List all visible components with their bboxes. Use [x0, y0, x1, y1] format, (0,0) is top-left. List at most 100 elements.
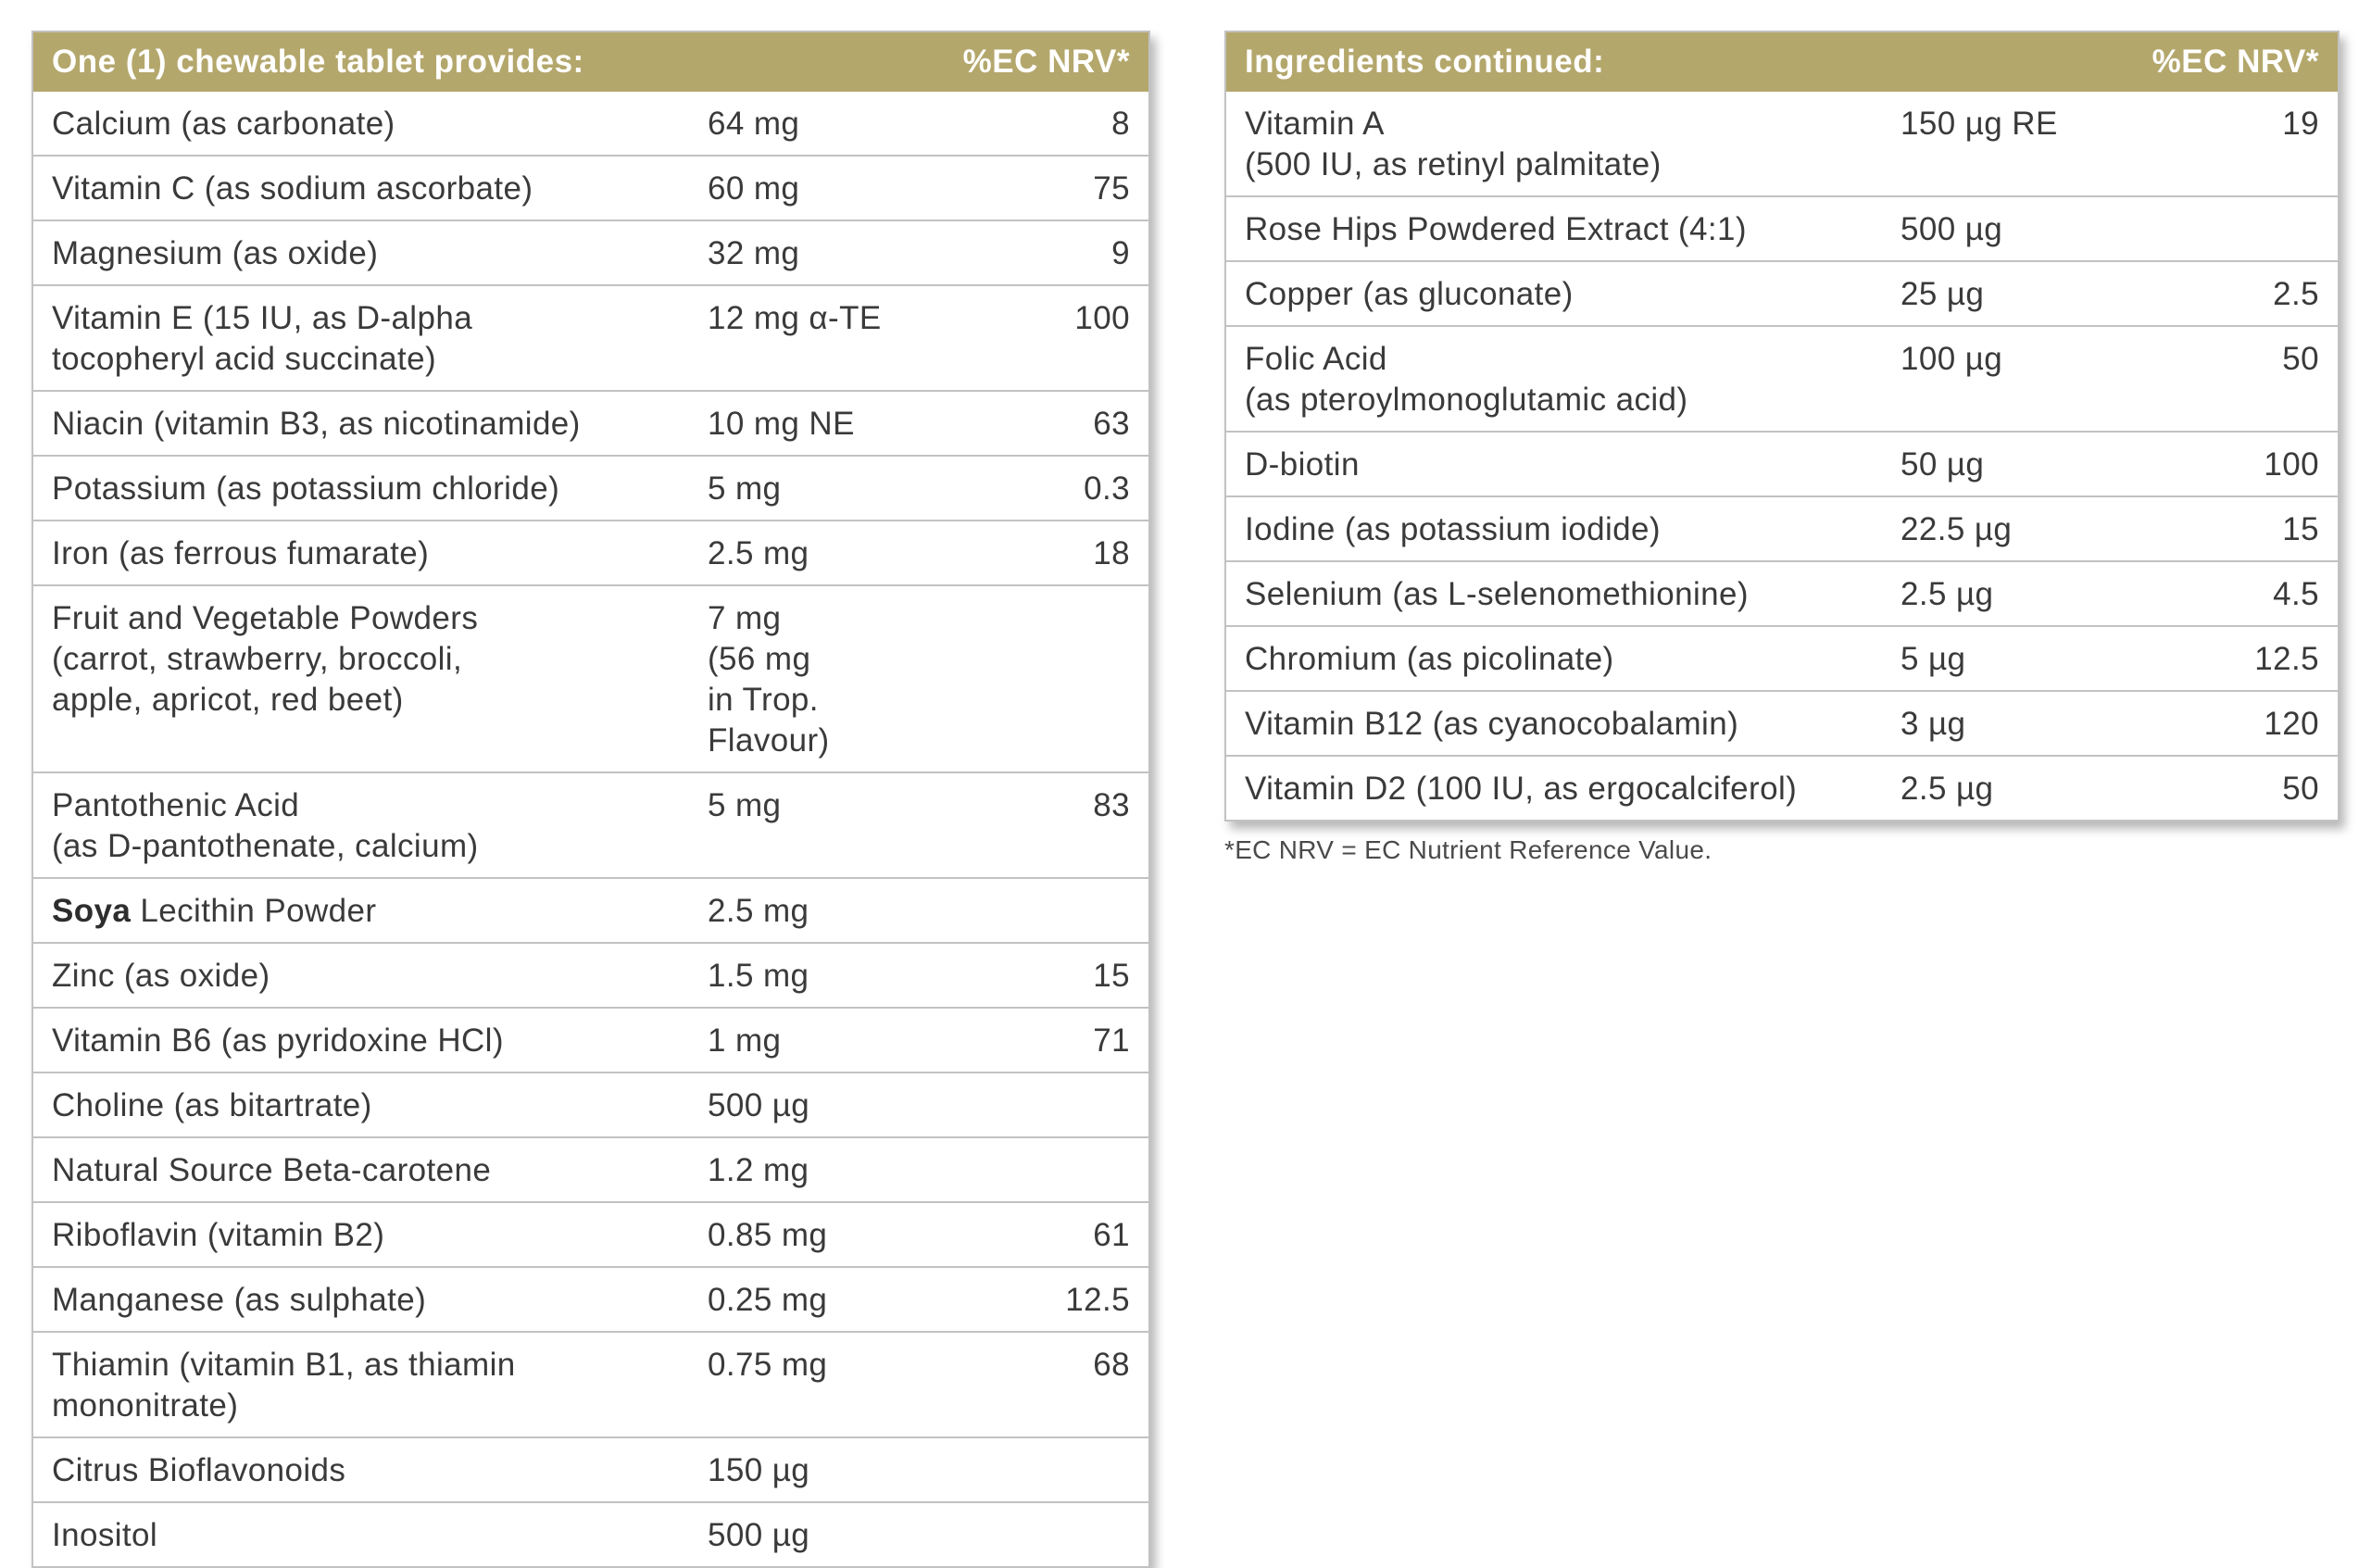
ingredient-name: Rose Hips Powdered Extract (4:1) [1245, 211, 1747, 247]
ingredient-nrv: 0.3 [1084, 470, 1130, 507]
table-row: Vitamin C (as sodium ascorbate) 60 mg 75 [33, 155, 1148, 220]
ingredient-amount: 500 µg [1901, 211, 2003, 247]
ingredient-name: Natural Source Beta-carotene [52, 1152, 492, 1188]
ingredient-amount: 10 mg NE [708, 406, 855, 442]
table-row: Copper (as gluconate) 25 µg 2.5 [1226, 260, 2338, 325]
ingredient-nrv: 61 [1093, 1217, 1130, 1253]
ingredient-amount: 22.5 µg [1901, 511, 2013, 547]
table-row: Potassium (as potassium chloride) 5 mg 0.3 [33, 455, 1148, 520]
table-row: Inositol 500 µg [33, 1501, 1148, 1566]
ingredient-amount: 25 µg [1901, 276, 1985, 312]
ingredient-name: Iron (as ferrous fumarate) [52, 535, 430, 571]
ingredient-nrv: 50 [2282, 341, 2319, 377]
ingredient-name: Citrus Bioflavonoids [52, 1452, 346, 1488]
ingredient-name: Copper (as gluconate) [1245, 276, 1574, 312]
footnote: *EC NRV = EC Nutrient Reference Value. [1224, 835, 1712, 864]
table-row: Folic Acid (as pteroylmonoglutamic acid)… [1226, 325, 2338, 431]
ingredient-nrv: 100 [1074, 300, 1130, 336]
table-row: Iron (as ferrous fumarate) 2.5 mg 18 [33, 520, 1148, 584]
ingredient-nrv: 75 [1093, 170, 1130, 207]
ingredient-amount: 32 mg [708, 235, 800, 271]
ingredient-amount: 1.2 mg [708, 1152, 809, 1188]
ingredient-nrv: 120 [2264, 706, 2319, 742]
table-row: Fruit and Vegetable Powders (carrot, str… [33, 584, 1148, 771]
table-row: D-biotin 50 µg 100 [1226, 431, 2338, 495]
ingredient-amount: 500 µg [708, 1087, 810, 1123]
table-row: Riboflavin (vitamin B2) 0.85 mg 61 [33, 1201, 1148, 1266]
nutrition-table-left: One (1) chewable tablet provides: %EC NR… [31, 31, 1150, 1568]
ingredient-name-bold: Soya [52, 893, 132, 929]
table-body: Calcium (as carbonate) 64 mg 8 Vitamin C (a… [33, 92, 1148, 1566]
table-row: Natural Source Beta-carotene 1.2 mg [33, 1136, 1148, 1201]
ingredient-name: Chromium (as picolinate) [1245, 641, 1614, 677]
nutrition-table-right: Ingredients continued: %EC NRV* Vitamin … [1224, 31, 2340, 822]
table-body: Vitamin A (500 IU, as retinyl palmitate)… [1226, 92, 2338, 820]
ingredient-amount: 60 mg [708, 170, 800, 207]
ingredient-name: D-biotin [1245, 446, 1360, 483]
ingredient-name: Choline (as bitartrate) [52, 1087, 372, 1123]
table-row: Magnesium (as oxide) 32 mg 9 [33, 220, 1148, 284]
table-header-title: Ingredients continued: [1245, 44, 1605, 80]
ingredient-nrv: 12.5 [1065, 1282, 1130, 1318]
ingredient-name: Potassium (as potassium chloride) [52, 470, 560, 507]
ingredient-name: Vitamin B6 (as pyridoxine HCl) [52, 1022, 504, 1059]
ingredient-name: Vitamin E (15 IU, as D-alpha tocopheryl … [52, 300, 473, 377]
ingredient-nrv: 12.5 [2254, 641, 2319, 677]
table-row: Selenium (as L-selenomethionine) 2.5 µg 4.… [1226, 560, 2338, 625]
table-header: Ingredients continued: %EC NRV* [1226, 32, 2338, 92]
ingredient-name: Vitamin B12 (as cyanocobalamin) [1245, 706, 1739, 742]
ingredient-amount: 5 mg [708, 470, 782, 507]
ingredient-name: Riboflavin (vitamin B2) [52, 1217, 385, 1253]
ingredient-amount: 1.5 mg [708, 958, 809, 994]
ingredient-name: Magnesium (as oxide) [52, 235, 379, 271]
ingredient-name: Inositol [52, 1517, 158, 1553]
ingredient-amount: 2.5 µg [1901, 576, 1994, 612]
ingredient-name: Pantothenic Acid (as D-pantothenate, cal… [52, 787, 479, 864]
table-row: Vitamin A (500 IU, as retinyl palmitate)… [1226, 92, 2338, 195]
ingredient-nrv: 50 [2282, 771, 2319, 807]
ingredient-nrv: 18 [1093, 535, 1130, 571]
ingredient-name: Vitamin A (500 IU, as retinyl palmitate) [1245, 106, 1662, 182]
table-row: Vitamin B12 (as cyanocobalamin) 3 µg 120 [1226, 690, 2338, 755]
ingredient-amount: 150 µg [708, 1452, 810, 1488]
ingredient-amount: 150 µg RE [1901, 106, 2058, 142]
table-header: One (1) chewable tablet provides: %EC NR… [33, 32, 1148, 92]
table-row: Manganese (as sulphate) 0.25 mg 12.5 [33, 1266, 1148, 1331]
table-header-nrv: %EC NRV* [2151, 44, 2319, 80]
ingredient-amount: 0.85 mg [708, 1217, 828, 1253]
ingredient-name: Soya Lecithin Powder [52, 891, 708, 932]
ingredient-nrv: 4.5 [2273, 576, 2319, 612]
table-row: Rose Hips Powdered Extract (4:1) 500 µg [1226, 195, 2338, 260]
ingredient-nrv: 71 [1093, 1022, 1130, 1059]
ingredient-amount: 64 mg [708, 106, 800, 142]
table-row: Choline (as bitartrate) 500 µg [33, 1072, 1148, 1136]
ingredient-nrv: 9 [1111, 235, 1130, 271]
table-row: Zinc (as oxide) 1.5 mg 15 [33, 942, 1148, 1007]
ingredient-nrv: 63 [1093, 406, 1130, 442]
ingredient-name: Calcium (as carbonate) [52, 106, 395, 142]
ingredient-amount: 50 µg [1901, 446, 1985, 483]
table-row: Vitamin B6 (as pyridoxine HCl) 1 mg 71 [33, 1007, 1148, 1072]
ingredient-name-rest: Lecithin Powder [131, 893, 377, 929]
table-header-nrv: %EC NRV* [962, 44, 1130, 80]
ingredient-name: Iodine (as potassium iodide) [1245, 511, 1661, 547]
ingredient-name: Selenium (as L-selenomethionine) [1245, 576, 1749, 612]
table-header-title: One (1) chewable tablet provides: [52, 44, 584, 80]
ingredient-amount: 500 µg [708, 1517, 810, 1553]
ingredient-amount: 2.5 µg [1901, 771, 1994, 807]
ingredient-amount: 12 mg α-TE [708, 300, 882, 336]
ingredient-nrv: 68 [1093, 1347, 1130, 1383]
table-row: Soya Lecithin Powder 2.5 mg [33, 877, 1148, 942]
table-row: Iodine (as potassium iodide) 22.5 µg 15 [1226, 495, 2338, 560]
ingredient-amount: 5 µg [1901, 641, 1966, 677]
ingredient-amount: 1 mg [708, 1022, 782, 1059]
ingredient-amount: 0.75 mg [708, 1347, 828, 1383]
table-row: Pantothenic Acid (as D-pantothenate, cal… [33, 771, 1148, 877]
ingredient-amount: 2.5 mg [708, 535, 809, 571]
ingredient-amount: 3 µg [1901, 706, 1966, 742]
ingredient-nrv: 8 [1111, 106, 1130, 142]
table-row: Vitamin D2 (100 IU, as ergocalciferol) 2.… [1226, 755, 2338, 820]
ingredient-amount: 7 mg (56 mg in Trop. Flavour) [708, 600, 830, 759]
ingredient-amount: 0.25 mg [708, 1282, 828, 1318]
ingredient-nrv: 83 [1093, 787, 1130, 823]
